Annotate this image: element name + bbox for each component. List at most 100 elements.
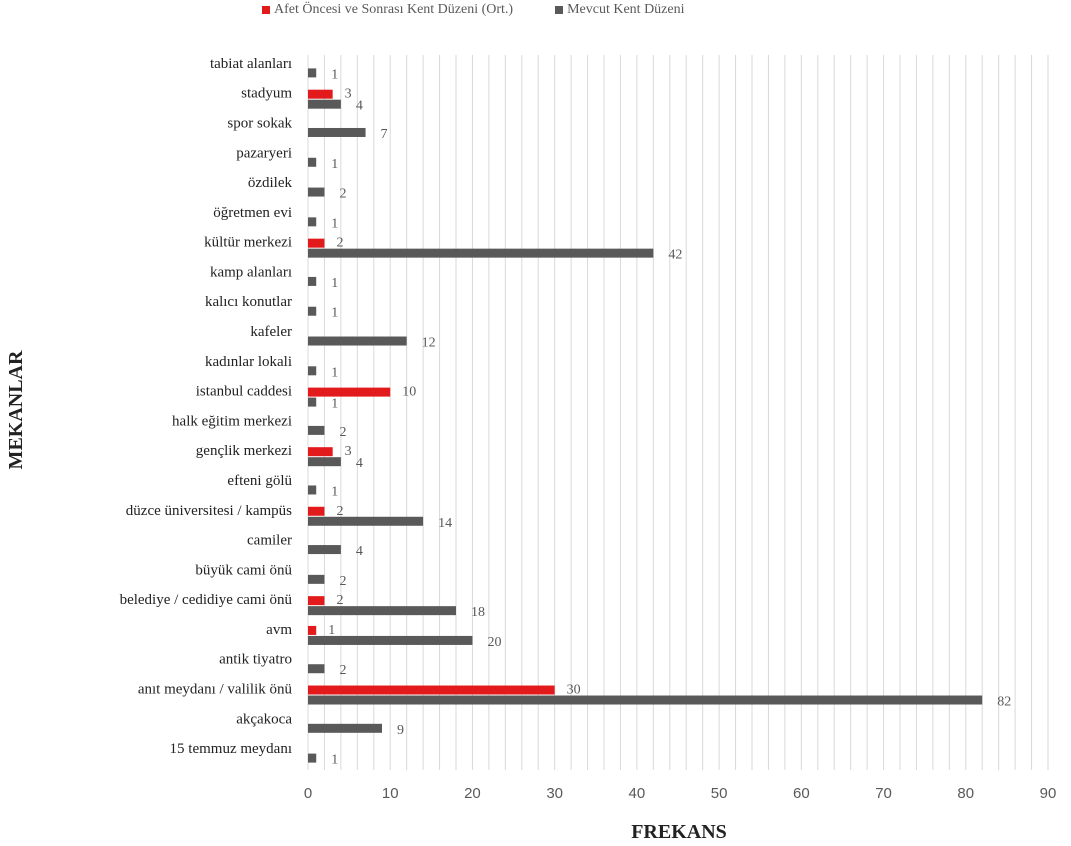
bar-series-2 bbox=[308, 99, 341, 109]
category-label: efteni gölü bbox=[227, 473, 292, 489]
bar-series-2 bbox=[308, 606, 456, 616]
category-label: öğretmen evi bbox=[213, 205, 292, 221]
bar-series-2 bbox=[308, 306, 317, 316]
bar-series-1 bbox=[308, 238, 325, 248]
data-label-series-2: 9 bbox=[397, 723, 404, 738]
bar-series-1 bbox=[308, 89, 333, 99]
data-label-series-2: 2 bbox=[339, 574, 346, 589]
category-label: kafeler bbox=[250, 324, 292, 340]
category-label: 15 temmuz meydanı bbox=[170, 741, 292, 757]
data-label-series-2: 1 bbox=[331, 306, 338, 321]
bar-series-2 bbox=[308, 425, 325, 435]
legend-swatch-series-2 bbox=[555, 6, 564, 14]
data-label-series-2: 2 bbox=[339, 425, 346, 440]
data-label-series-2: 4 bbox=[356, 544, 363, 559]
data-label-series-2: 1 bbox=[331, 753, 338, 768]
category-labels: tabiat alanları stadyum spor sokak pazaryer… bbox=[120, 56, 293, 757]
data-label-series-1: 10 bbox=[402, 385, 416, 400]
x-tick-label: 90 bbox=[1040, 785, 1057, 802]
bar-series-2 bbox=[308, 574, 325, 584]
data-label-series-2: 1 bbox=[331, 484, 338, 499]
data-label-series-2: 1 bbox=[331, 365, 338, 380]
category-label: spor sokak bbox=[227, 115, 292, 131]
category-label: özdilek bbox=[248, 175, 293, 191]
bar-series-2 bbox=[308, 366, 317, 376]
category-label: belediye / cedidiye cami önü bbox=[120, 592, 293, 608]
category-label: düzce üniversitesi / kampüs bbox=[126, 503, 292, 519]
bar-series-1 bbox=[308, 506, 325, 516]
x-tick-label: 40 bbox=[629, 785, 646, 802]
x-tick-label: 30 bbox=[546, 785, 563, 802]
legend-item-series-2: Mevcut Kent Düzeni bbox=[555, 2, 685, 18]
bar-series-1 bbox=[308, 447, 333, 457]
bar-series-1 bbox=[308, 596, 325, 606]
category-label: büyük cami önü bbox=[195, 562, 292, 578]
bar-series-2 bbox=[308, 248, 654, 258]
category-label: istanbul caddesi bbox=[196, 384, 292, 400]
data-label-series-1: 2 bbox=[336, 236, 343, 251]
data-label-series-2: 4 bbox=[356, 456, 363, 471]
bar-series-2 bbox=[308, 397, 317, 407]
data-label-series-2: 12 bbox=[422, 336, 436, 351]
x-tick-label: 10 bbox=[382, 785, 399, 802]
data-label-series-2: 2 bbox=[339, 663, 346, 678]
data-label-series-2: 1 bbox=[331, 216, 338, 231]
category-label: stadyum bbox=[241, 86, 292, 102]
bar-series-2 bbox=[308, 664, 325, 674]
legend-label-series-1: Afet Öncesi ve Sonrası Kent Düzeni (Ort.… bbox=[274, 2, 514, 17]
category-label: halk eğitim merkezi bbox=[172, 413, 292, 429]
bar-series-2 bbox=[308, 485, 317, 495]
data-label-series-1: 30 bbox=[567, 683, 581, 698]
x-tick-label: 80 bbox=[957, 785, 974, 802]
x-tick-label: 70 bbox=[875, 785, 892, 802]
bar-series-1 bbox=[308, 387, 391, 397]
bar-series-2 bbox=[308, 127, 366, 137]
data-label-series-2: 4 bbox=[356, 99, 363, 114]
category-label: camiler bbox=[247, 533, 292, 549]
x-tick-label: 0 bbox=[304, 785, 312, 802]
legend-item-series-1: Afet Öncesi ve Sonrası Kent Düzeni (Ort.… bbox=[262, 2, 513, 18]
bar-series-2 bbox=[308, 545, 341, 555]
data-label-series-2: 1 bbox=[331, 67, 338, 82]
bar-series-2 bbox=[308, 457, 341, 467]
category-label: gençlik merkezi bbox=[196, 443, 292, 459]
category-label: anıt meydanı / valilik önü bbox=[138, 682, 293, 698]
data-label-series-2: 14 bbox=[438, 516, 452, 531]
data-label-series-2: 18 bbox=[471, 605, 485, 620]
bar-series-2 bbox=[308, 753, 317, 763]
bar-series-2 bbox=[308, 516, 424, 526]
bar-series-2 bbox=[308, 157, 317, 167]
legend-swatch-series-1 bbox=[262, 6, 270, 14]
data-label-series-1: 3 bbox=[345, 87, 352, 102]
data-label-series-1: 3 bbox=[345, 444, 352, 459]
x-tick-label: 20 bbox=[464, 785, 481, 802]
category-label: kadınlar lokali bbox=[205, 354, 292, 370]
category-label: akçakoca bbox=[236, 711, 292, 727]
bar-series-2 bbox=[308, 217, 317, 227]
category-label: avm bbox=[266, 622, 292, 638]
bar-series-2 bbox=[308, 336, 407, 346]
x-tick-label: 60 bbox=[793, 785, 810, 802]
bar-series-2 bbox=[308, 635, 473, 645]
data-label-series-2: 7 bbox=[381, 127, 388, 142]
data-label-series-1: 2 bbox=[336, 504, 343, 519]
data-label-series-1: 2 bbox=[336, 593, 343, 608]
data-label-series-2: 82 bbox=[997, 695, 1011, 710]
legend: Afet Öncesi ve Sonrası Kent Düzeni (Ort.… bbox=[262, 2, 685, 18]
category-label: antik tiyatro bbox=[219, 652, 292, 668]
category-label: tabiat alanları bbox=[210, 56, 292, 72]
data-label-series-2: 20 bbox=[487, 635, 501, 650]
data-label-series-1: 1 bbox=[328, 623, 335, 638]
bar-series-2 bbox=[308, 187, 325, 197]
y-axis-title: MEKANLAR bbox=[5, 350, 27, 469]
data-label-series-2: 1 bbox=[331, 397, 338, 412]
grid bbox=[307, 55, 1049, 770]
category-label: kültür merkezi bbox=[204, 235, 292, 251]
x-tick-label: 50 bbox=[711, 785, 728, 802]
data-label-series-2: 42 bbox=[668, 248, 682, 263]
bar-series-1 bbox=[308, 625, 317, 635]
bar-series-2 bbox=[308, 68, 317, 78]
bar-series-2 bbox=[308, 276, 317, 286]
